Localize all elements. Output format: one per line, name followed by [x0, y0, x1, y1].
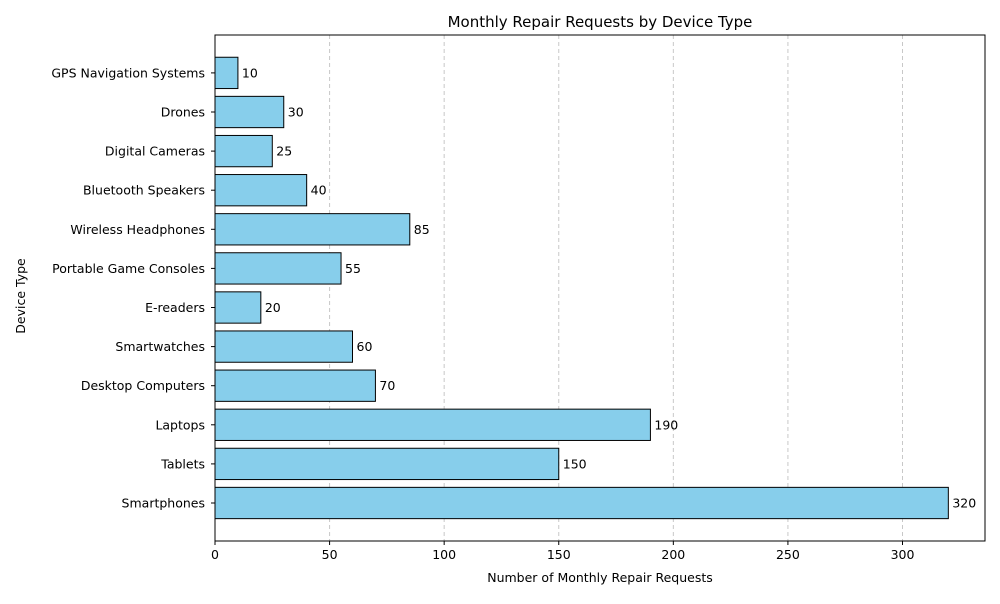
data-label: 190	[654, 417, 678, 432]
bar	[214, 408, 651, 441]
data-label: 25	[276, 144, 292, 159]
plot-frame	[214, 34, 986, 542]
y-tick-label: E-readers	[145, 300, 205, 315]
x-axis-label: Number of Monthly Repair Requests	[487, 570, 713, 585]
bar	[214, 291, 262, 324]
y-tick-label: Smartwatches	[115, 339, 205, 354]
x-tick-label: 100	[432, 547, 456, 562]
x-tick-label: 50	[322, 547, 338, 562]
y-tick-label: Desktop Computers	[81, 378, 205, 393]
bar	[214, 369, 376, 402]
chart-title: Monthly Repair Requests by Device Type	[448, 13, 753, 31]
bar	[214, 486, 949, 520]
bar	[214, 330, 353, 363]
y-axis-label: Device Type	[13, 258, 28, 334]
y-tick-label: Wireless Headphones	[70, 222, 205, 237]
y-tick-label: Drones	[161, 105, 205, 120]
x-tick-label: 0	[211, 547, 219, 562]
y-tick-label: Digital Cameras	[105, 144, 205, 159]
bar	[214, 95, 285, 129]
bars	[214, 56, 949, 520]
axes: Smartphones Tablets Laptops Desktop Compute…	[51, 34, 986, 562]
data-label: 20	[265, 300, 281, 315]
data-labels: 320 150 190 70 60 20 55 85 40 25 30 10	[242, 65, 976, 510]
y-tick-label: Smartphones	[122, 496, 205, 511]
bar	[214, 174, 308, 207]
bar	[214, 56, 239, 90]
data-label: 30	[288, 105, 304, 120]
x-tick-label: 150	[547, 547, 571, 562]
data-label: 55	[345, 261, 361, 276]
x-tick-label: 200	[661, 547, 685, 562]
y-tick-label: Portable Game Consoles	[52, 261, 205, 276]
gridlines	[214, 35, 903, 541]
y-tick-label: Laptops	[155, 417, 205, 432]
bar	[214, 213, 411, 246]
bar	[214, 134, 273, 168]
bar	[214, 252, 342, 285]
x-tick-label: 300	[891, 547, 915, 562]
y-tick-label: Tablets	[160, 456, 205, 471]
y-tick-label: Bluetooth Speakers	[83, 183, 205, 198]
x-tick-label: 250	[776, 547, 800, 562]
data-label: 40	[311, 183, 327, 198]
data-label: 60	[357, 339, 373, 354]
data-label: 320	[952, 496, 976, 511]
data-label: 150	[563, 456, 587, 471]
data-label: 85	[414, 222, 430, 237]
y-tick-label: GPS Navigation Systems	[51, 65, 205, 80]
bar	[214, 447, 560, 481]
data-label: 10	[242, 65, 258, 80]
data-label: 70	[379, 378, 395, 393]
